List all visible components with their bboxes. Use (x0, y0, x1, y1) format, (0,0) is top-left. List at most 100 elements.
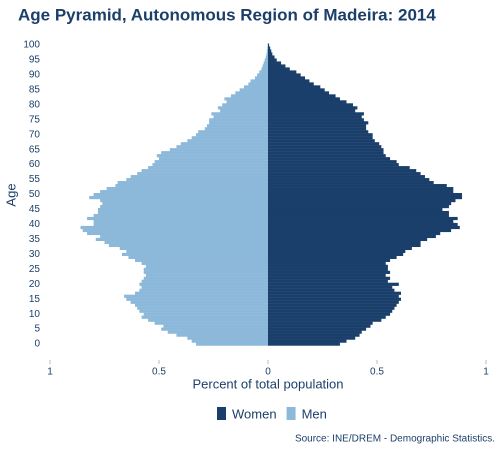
bar (268, 222, 458, 227)
legend-label: Men (302, 406, 327, 421)
bar (139, 282, 268, 286)
bar (268, 109, 356, 113)
bar (268, 213, 449, 218)
source-note: Source: INE/DREM - Demographic Statistic… (295, 434, 495, 445)
bar (135, 258, 268, 262)
bar (148, 166, 268, 170)
bar (141, 285, 268, 289)
x-tick-label: 0 (265, 367, 271, 378)
bar (268, 151, 384, 155)
bar (135, 291, 268, 295)
bar (159, 157, 268, 161)
y-tick-label: 40 (29, 219, 41, 230)
bar (268, 336, 356, 340)
bar (257, 73, 268, 77)
y-tick-label: 25 (29, 264, 41, 275)
bar (268, 234, 436, 239)
bar (263, 61, 268, 65)
y-tick-label: 5 (34, 324, 40, 335)
y-tick-label: 10 (29, 309, 41, 320)
bar (268, 282, 399, 286)
bar (268, 240, 421, 245)
y-tick-label: 85 (29, 84, 41, 95)
bar (268, 300, 399, 304)
bar (119, 246, 268, 251)
bar (176, 333, 268, 337)
bar (268, 216, 458, 221)
bar (268, 46, 271, 50)
bar (268, 118, 364, 122)
bar (268, 294, 399, 298)
bar (268, 184, 447, 188)
bar (268, 145, 382, 149)
bar (145, 264, 268, 268)
bar (268, 270, 391, 274)
bar (268, 70, 297, 74)
bar (268, 330, 362, 334)
bar (268, 76, 306, 80)
bar (266, 49, 268, 53)
bar (97, 210, 269, 215)
bar (268, 279, 388, 283)
bar (268, 306, 395, 310)
bar (121, 252, 268, 257)
bar (268, 106, 358, 110)
bar (226, 100, 268, 104)
bar (268, 82, 314, 86)
bar (217, 106, 268, 110)
bar (268, 207, 443, 212)
bar (141, 315, 268, 319)
bar (100, 190, 268, 194)
bar (235, 91, 268, 95)
bar (137, 306, 268, 310)
bar (268, 315, 386, 319)
bar (268, 193, 463, 197)
bar (268, 243, 421, 248)
bar (143, 276, 268, 280)
bar (204, 127, 268, 131)
bar (143, 312, 268, 316)
y-tick-label: 15 (29, 294, 41, 305)
bar (209, 121, 268, 125)
bar (139, 309, 268, 313)
bar (206, 124, 268, 128)
bar (115, 184, 269, 188)
bar (100, 198, 268, 203)
bar (222, 103, 268, 107)
bar (163, 324, 268, 328)
bar (268, 273, 386, 277)
bar (268, 204, 449, 209)
bar (268, 285, 393, 289)
bar (268, 148, 384, 152)
bar (180, 142, 268, 146)
bar (82, 228, 268, 233)
bar (268, 88, 325, 92)
bar (268, 198, 456, 203)
x-tick-label: 0.5 (370, 367, 384, 378)
bar (268, 264, 388, 268)
bar (268, 318, 382, 322)
legend-label: Women (232, 406, 277, 421)
bar (220, 109, 268, 113)
bar (143, 270, 268, 274)
bar (268, 160, 397, 164)
bar (211, 112, 268, 116)
bar (268, 339, 347, 343)
bar (268, 172, 421, 176)
bar (250, 79, 268, 83)
bar (130, 300, 268, 304)
bar (135, 303, 268, 307)
bar (268, 195, 463, 200)
bar (259, 70, 268, 74)
bar (268, 127, 367, 131)
bar (268, 181, 434, 185)
bar (268, 49, 272, 53)
bar (254, 76, 268, 80)
bar (268, 327, 367, 331)
y-tick-label: 45 (29, 204, 41, 215)
bar (268, 258, 391, 262)
y-tick-label: 100 (23, 40, 40, 51)
bar (139, 288, 268, 292)
bar (268, 297, 401, 301)
bar (268, 100, 347, 104)
